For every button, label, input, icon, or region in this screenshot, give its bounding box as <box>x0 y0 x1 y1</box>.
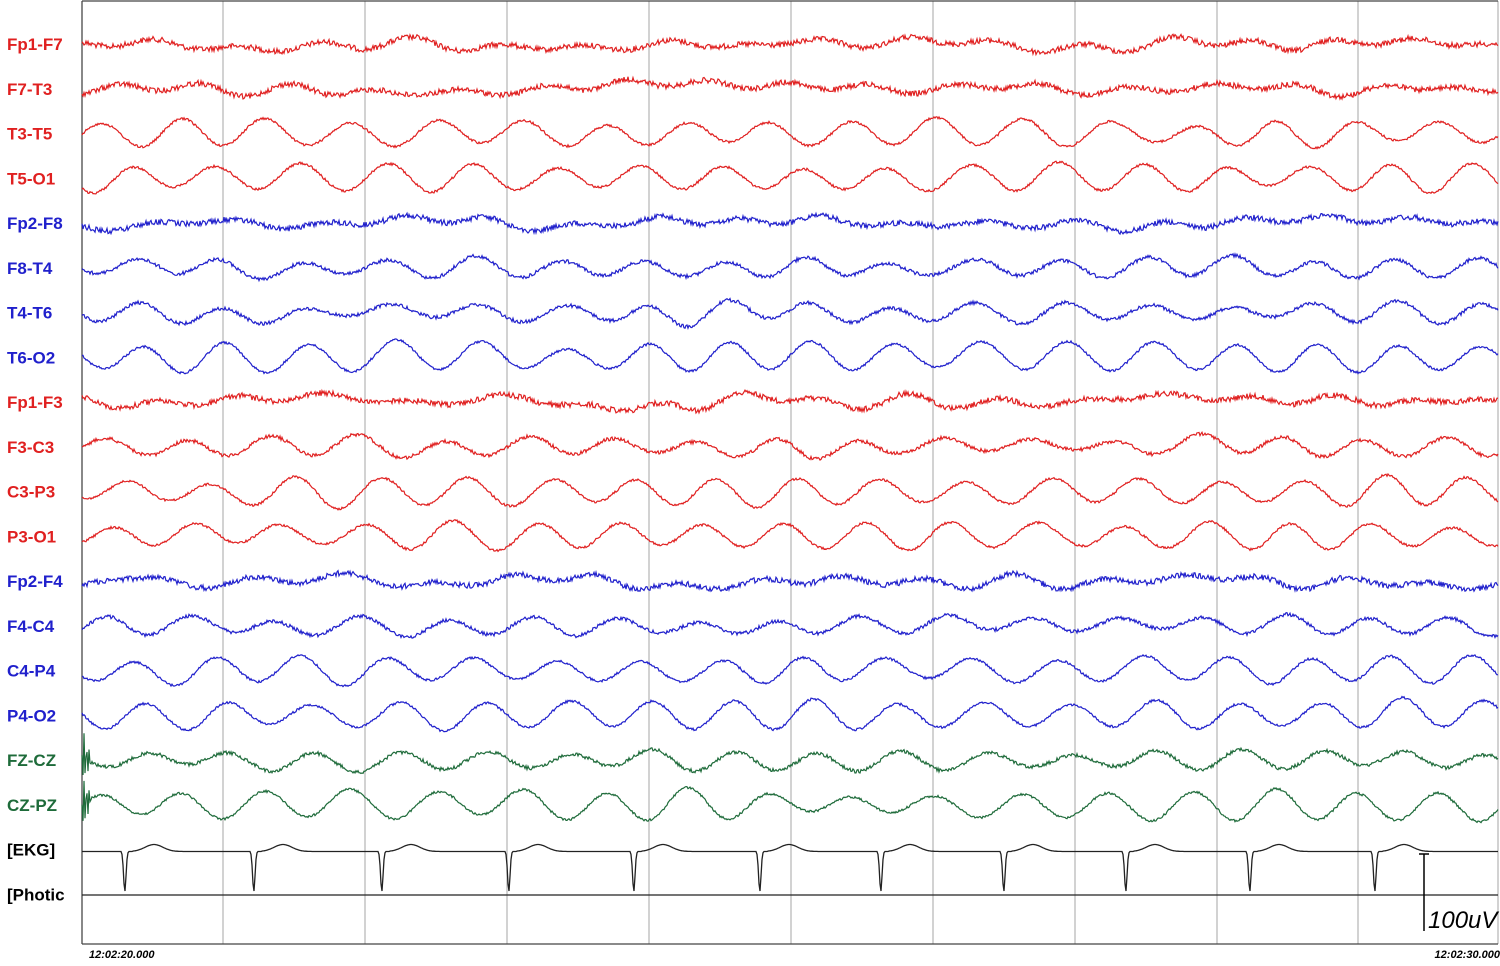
trace-fp1-f7 <box>81 33 1499 57</box>
channel-label: [EKG] <box>7 841 55 860</box>
trace-fp2-f4 <box>81 569 1499 593</box>
channel-label: C4-P4 <box>7 662 56 681</box>
channel-label: P3-O1 <box>7 527 56 546</box>
trace-t5-o1 <box>81 160 1499 195</box>
trace-f7-t3 <box>81 75 1499 101</box>
trace-t3-t5 <box>81 115 1499 150</box>
channel-label: Fp2-F8 <box>7 214 63 233</box>
channel-label: T4-T6 <box>7 304 52 323</box>
trace-fp2-f8 <box>81 211 1499 236</box>
trace-f4-c4 <box>81 611 1499 640</box>
channel-label: Fp1-F7 <box>7 35 63 54</box>
channel-label: F7-T3 <box>7 80 52 99</box>
channel-label: P4-O2 <box>7 706 56 725</box>
channel-labels: Fp1-F7 F7-T3 T3-T5 T5-O1 Fp2-F8 F8-T4 T4-T6 T6-… <box>7 35 65 904</box>
trace-p3-o1 <box>81 519 1499 553</box>
trace-c4-p4 <box>81 654 1499 688</box>
trace-t6-o2 <box>82 338 1499 375</box>
time-start-label: 12:02:20.000 <box>89 949 155 961</box>
scale-bar-label: 100uV <box>1428 907 1499 934</box>
channel-label: T5-O1 <box>7 169 55 188</box>
channel-label: CZ-PZ <box>7 796 57 815</box>
trace-cz-pz <box>81 780 1499 824</box>
channel-label: T3-T5 <box>7 125 52 144</box>
time-axis: 12:02:20.000 12:02:30.000 <box>89 949 1500 961</box>
trace-ekg <box>82 843 1498 892</box>
trace-p4-o2 <box>81 695 1499 733</box>
trace-t4-t6 <box>81 297 1499 331</box>
channel-label: FZ-CZ <box>7 751 56 770</box>
channel-label: T6-O2 <box>7 348 55 367</box>
time-end-label: 12:02:30.000 <box>1435 949 1500 961</box>
channel-label: Fp1-F3 <box>7 393 63 412</box>
channel-label: F3-C3 <box>7 438 54 457</box>
channel-label: F4-C4 <box>7 617 55 636</box>
channel-traces <box>81 33 1499 896</box>
channel-label: [Photic <box>7 885 65 904</box>
channel-label: Fp2-F4 <box>7 572 63 591</box>
amplitude-scale-bar: 100uV <box>1419 853 1499 934</box>
trace-f8-t4 <box>81 252 1499 283</box>
trace-c3-p3 <box>81 472 1499 511</box>
channel-label: C3-P3 <box>7 483 55 502</box>
time-grid <box>81 0 1499 945</box>
trace-fz-cz <box>81 733 1499 776</box>
channel-label: F8-T4 <box>7 259 53 278</box>
trace-f3-c3 <box>81 430 1499 461</box>
trace-fp1-f3 <box>81 388 1499 415</box>
